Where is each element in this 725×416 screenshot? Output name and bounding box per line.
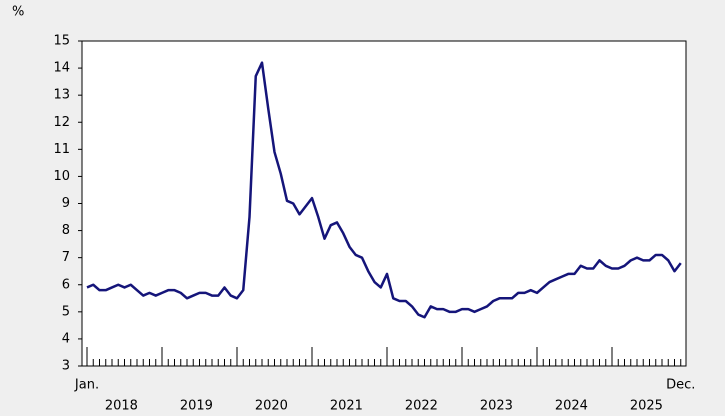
data-line bbox=[86, 61, 682, 319]
y-tick-label: 5 bbox=[62, 304, 70, 319]
x-tick-label: Jan. bbox=[74, 378, 99, 393]
y-axis-label: % bbox=[12, 5, 24, 20]
y-tick-label: 14 bbox=[53, 61, 70, 76]
y-tick-label: 4 bbox=[62, 331, 70, 346]
y-tick-label: 15 bbox=[53, 34, 70, 49]
y-tick-label: 12 bbox=[53, 115, 70, 130]
year-label: 2020 bbox=[255, 399, 288, 414]
y-tick-label: 6 bbox=[62, 277, 70, 292]
y-tick-label: 11 bbox=[53, 142, 70, 157]
plot-area bbox=[81, 40, 687, 367]
y-tick-label: 13 bbox=[53, 88, 70, 103]
year-label: 2025 bbox=[630, 399, 663, 414]
y-tick-label: 10 bbox=[53, 169, 70, 184]
y-tick-label: 9 bbox=[62, 196, 70, 211]
year-label: 2018 bbox=[105, 399, 138, 414]
year-label: 2024 bbox=[555, 399, 588, 414]
y-tick-label: 7 bbox=[62, 250, 70, 265]
y-tick-label: 8 bbox=[62, 223, 70, 238]
y-tick-label: 3 bbox=[62, 359, 70, 374]
year-label: 2022 bbox=[405, 399, 438, 414]
year-label: 2021 bbox=[330, 399, 363, 414]
year-label: 2019 bbox=[180, 399, 213, 414]
year-label: 2023 bbox=[480, 399, 513, 414]
x-tick-label: Dec. bbox=[666, 378, 695, 393]
